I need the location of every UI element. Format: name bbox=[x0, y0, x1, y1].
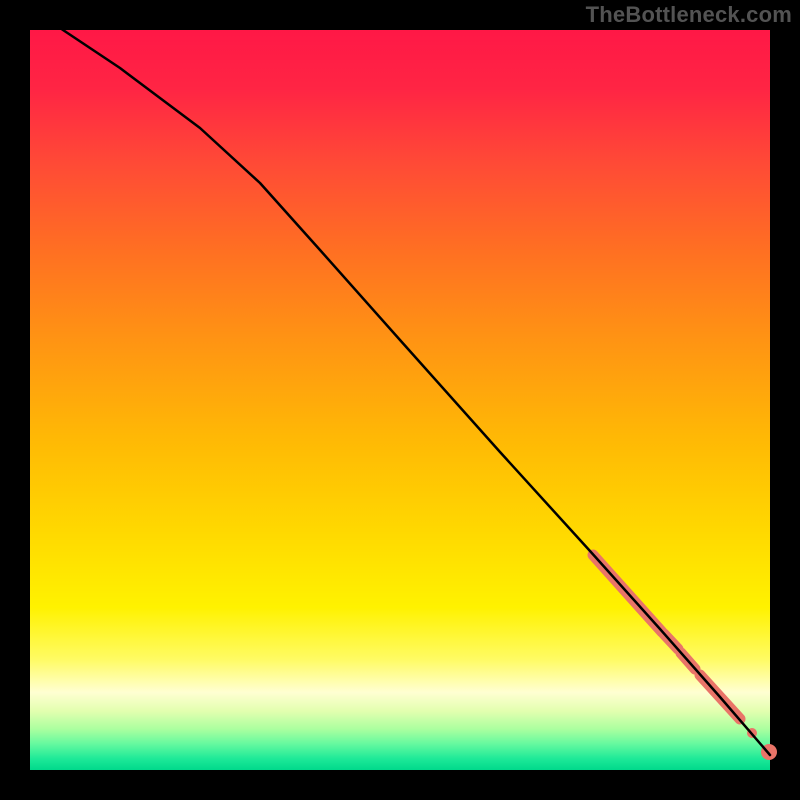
watermark-text: TheBottleneck.com bbox=[586, 2, 792, 28]
plot-background bbox=[30, 30, 770, 770]
chart-canvas bbox=[0, 0, 800, 800]
